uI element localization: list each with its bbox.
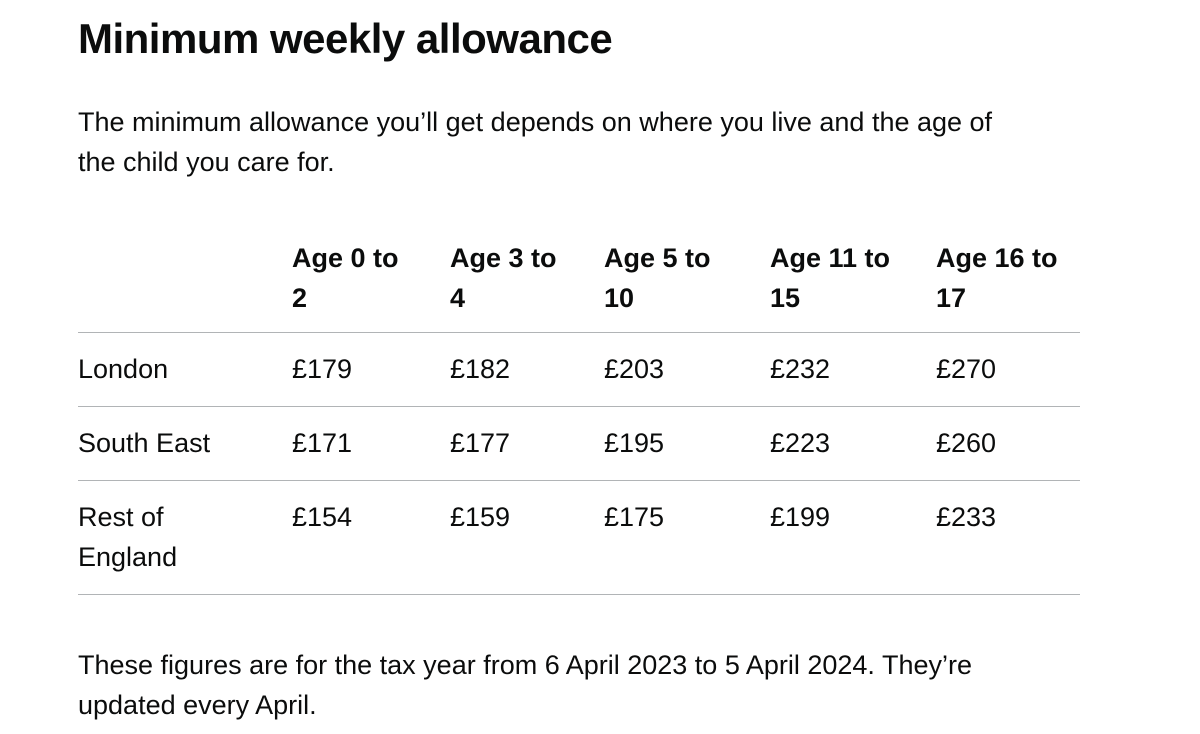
cell-rest-of-england-age-3-4: £159	[450, 480, 604, 595]
column-header-age-16-17: Age 16 to 17	[936, 238, 1080, 333]
column-header-text: 17	[936, 283, 967, 313]
column-header-text: Age 5 to	[604, 243, 711, 273]
allowance-table: Age 0 to 2 Age 3 to 4 Age 5 to 10 Age 11…	[78, 238, 1080, 595]
table-header-row: Age 0 to 2 Age 3 to 4 Age 5 to 10 Age 11…	[78, 238, 1080, 333]
column-header-age-0-2: Age 0 to 2	[292, 238, 450, 333]
intro-paragraph: The minimum allowance you’ll get depends…	[78, 107, 993, 177]
row-header-text: London	[78, 354, 169, 384]
column-header-text: 4	[450, 283, 466, 313]
corner-cell	[78, 238, 292, 333]
column-header-age-11-15: Age 11 to 15	[770, 238, 936, 333]
cell-rest-of-england-age-5-10: £175	[604, 480, 770, 595]
column-header-text: Age 16 to	[936, 243, 1058, 273]
row-header-text: England	[78, 542, 178, 572]
cell-south-east-age-5-10: £195	[604, 406, 770, 481]
column-header-text: 15	[770, 283, 801, 313]
cell-london-age-16-17: £270	[936, 332, 1080, 407]
page-title: Minimum weekly allowance	[78, 15, 613, 62]
cell-london-age-5-10: £203	[604, 332, 770, 407]
row-header-text: Rest of	[78, 502, 164, 532]
cell-south-east-age-16-17: £260	[936, 406, 1080, 481]
cell-london-age-11-15: £232	[770, 332, 936, 407]
table-row-rest-of-england: Rest of England £154 £159 £175 £199 £233	[78, 480, 1080, 595]
column-header-text: Age 3 to	[450, 243, 557, 273]
table-row-london: London £179 £182 £203 £232 £270	[78, 332, 1080, 407]
cell-london-age-0-2: £179	[292, 332, 450, 407]
column-header-age-3-4: Age 3 to 4	[450, 238, 604, 333]
column-header-text: Age 11 to	[770, 243, 891, 273]
cell-rest-of-england-age-11-15: £199	[770, 480, 936, 595]
cell-south-east-age-0-2: £171	[292, 406, 450, 481]
column-header-text: Age 0 to	[292, 243, 399, 273]
row-header-rest-of-england: Rest of England	[78, 480, 292, 595]
table-row-south-east: South East £171 £177 £195 £223 £260	[78, 406, 1080, 481]
column-header-text: 10	[604, 283, 635, 313]
cell-rest-of-england-age-16-17: £233	[936, 480, 1080, 595]
cell-south-east-age-3-4: £177	[450, 406, 604, 481]
cell-rest-of-england-age-0-2: £154	[292, 480, 450, 595]
cell-south-east-age-11-15: £223	[770, 406, 936, 481]
column-header-text: 2	[292, 283, 308, 313]
footnote-paragraph: These figures are for the tax year from …	[78, 650, 972, 720]
row-header-south-east: South East	[78, 406, 292, 481]
cell-london-age-3-4: £182	[450, 332, 604, 407]
column-header-age-5-10: Age 5 to 10	[604, 238, 770, 333]
row-header-text: South East	[78, 428, 211, 458]
row-header-london: London	[78, 332, 292, 407]
